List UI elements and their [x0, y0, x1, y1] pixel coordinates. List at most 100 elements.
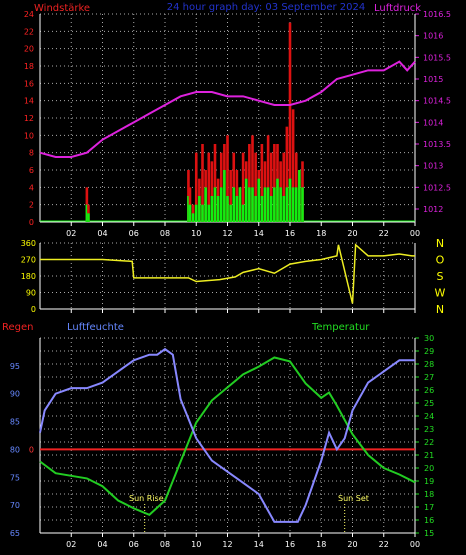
wind-gust-bar	[251, 135, 254, 222]
wind-gust-bar	[210, 161, 214, 222]
wind-avg-bar	[251, 187, 254, 222]
wind-y-tick-label: 14	[24, 97, 34, 106]
wind-avg-bar	[244, 178, 248, 222]
wind-avg-bar	[219, 187, 223, 222]
direction-y-tick-label: 270	[21, 256, 36, 265]
wind-y-tick-label: 4	[29, 183, 34, 192]
wind-gust-bar	[266, 135, 270, 222]
wind-avg-bar	[191, 213, 195, 222]
sunrise-label: Sun Rise	[129, 494, 164, 503]
wind-avg-bar	[223, 170, 226, 222]
pressure-y-tick-label: 1014	[423, 118, 443, 127]
wind-avg-bar	[198, 196, 201, 222]
wind-x-tick-label: 00	[410, 229, 420, 238]
wind-gust-bar	[85, 187, 89, 222]
temperature-y-tick-label: 24	[424, 412, 434, 421]
wind-avg-bar	[241, 204, 245, 222]
humidity-y-tick-label: 95	[10, 362, 20, 371]
temperature-y-tick-label: 28	[424, 360, 434, 369]
wind-gust-bar	[226, 135, 229, 222]
temperature-x-tick-label: 18	[316, 540, 326, 549]
wind-avg-bar	[235, 196, 239, 222]
temperature-y-tick-label: 26	[424, 386, 434, 395]
wind-gust-bar	[254, 152, 257, 222]
wind-avg-bar	[254, 196, 257, 222]
temperature-x-tick-label: 02	[66, 540, 76, 549]
wind-gust-bar	[201, 144, 204, 222]
wind-avg-bar	[291, 187, 295, 222]
temperature-y-tick-label: 25	[424, 399, 434, 408]
compass-label: N	[436, 237, 444, 250]
temperature-y-tick-label: 18	[424, 490, 434, 499]
pressure-y-tick-label: 1013	[423, 162, 443, 171]
humidity-y-tick-label: 75	[10, 473, 20, 482]
humidity-y-tick-label: 90	[10, 390, 20, 399]
wind-gust-bar	[285, 126, 289, 222]
wind-avg-bar	[285, 187, 289, 222]
pressure-y-tick-label: 1015	[423, 75, 443, 84]
wind-y-tick-label: 10	[24, 131, 34, 140]
temperature-y-tick-label: 21	[424, 451, 434, 460]
direction-line	[40, 243, 415, 304]
temperature-line	[39, 356, 416, 516]
humidity-line	[39, 347, 415, 523]
temperature-humidity-panel: 65 70 75 80 85 90 95 15 16 17 18 19 20 21 22 23 24 25 26 27…	[10, 334, 434, 549]
temperature-y-tick-label: 19	[424, 477, 434, 486]
wind-avg-bar	[187, 196, 190, 222]
wind-avg-bar	[260, 196, 264, 222]
wind-y-tick-label: 18	[24, 62, 34, 71]
compass-label: S	[437, 270, 444, 283]
wind-direction-panel: 0 N 90 W 180 S 270 O 360 N	[21, 237, 446, 316]
wind-gust-bar	[207, 152, 211, 222]
pressure-y-tick-label: 1014.5	[423, 97, 451, 106]
wind-avg-bar	[226, 196, 229, 222]
wind-avg-bar	[294, 187, 298, 222]
wind-gust-bar	[288, 22, 292, 222]
wind-avg-bar	[229, 204, 232, 222]
wind-y-tick-label: 12	[24, 114, 34, 123]
wind-x-tick-label: 16	[285, 229, 295, 238]
wind-gust-bar	[260, 144, 264, 222]
temperature-y-tick-label: 29	[424, 347, 434, 356]
pressure-y-tick-label: 1013.5	[423, 140, 451, 149]
temperature-x-tick-label: 08	[160, 540, 170, 549]
wind-x-tick-label: 22	[379, 229, 389, 238]
temperature-y-tick-label: 15	[424, 529, 434, 538]
wind-x-tick-label: 12	[222, 229, 232, 238]
temperature-x-tick-label: 14	[254, 540, 264, 549]
wind-avg-bar	[276, 178, 279, 222]
temperature-axis-title: Temperatur	[311, 322, 370, 333]
wind-gust-bar	[194, 152, 198, 222]
temperature-y-tick-label: 20	[424, 464, 434, 473]
wind-avg-bar	[301, 187, 304, 222]
temperature-x-tick-label: 20	[347, 540, 357, 549]
wind-avg-bar	[207, 204, 211, 222]
wind-axis-title: Windstärke	[34, 3, 90, 14]
temperature-x-tick-label: 16	[285, 540, 295, 549]
pressure-y-tick-label: 1015.5	[423, 53, 451, 62]
wind-avg-bar	[298, 170, 301, 222]
direction-y-tick-label: 90	[26, 289, 36, 298]
wind-avg-bar	[288, 178, 292, 222]
pressure-y-tick-label: 1016.5	[423, 10, 451, 19]
temperature-x-tick-label: 10	[191, 540, 201, 549]
wind-avg-bar	[273, 187, 276, 222]
rain-y-tick-label: 0	[29, 445, 34, 454]
temperature-y-tick-label: 22	[424, 438, 434, 447]
pressure-y-tick-label: 1012	[423, 205, 443, 214]
wind-x-tick-label: 18	[316, 229, 326, 238]
temperature-x-tick-label: 00	[410, 540, 420, 549]
wind-x-tick-label: 14	[254, 229, 264, 238]
wind-y-tick-label: 20	[24, 45, 34, 54]
wind-avg-bar	[282, 196, 286, 222]
wind-y-tick-label: 6	[29, 166, 34, 175]
temperature-y-tick-label: 27	[424, 373, 434, 382]
pressure-y-tick-label: 1012.5	[423, 183, 451, 192]
humidity-y-tick-label: 80	[10, 445, 20, 454]
wind-avg-bar	[85, 204, 89, 222]
wind-y-tick-label: 2	[29, 201, 34, 210]
wind-avg-bar	[210, 196, 214, 222]
wind-pressure-panel: 02468101214161820222410121012.510131013.…	[24, 10, 451, 238]
wind-gust-bar	[282, 152, 286, 222]
sunset-label: Sun Set	[338, 494, 369, 503]
